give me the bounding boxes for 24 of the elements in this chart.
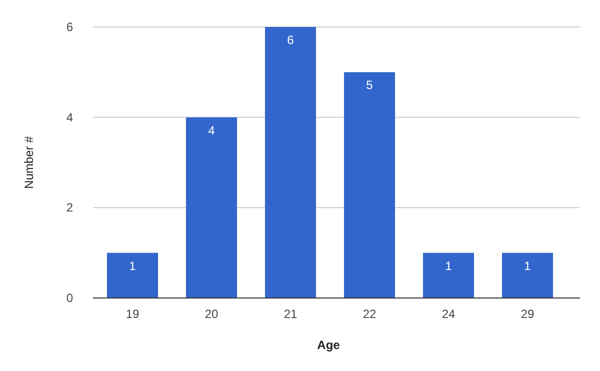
x-tick-label: 21 [284, 307, 298, 321]
y-tick-label: 2 [66, 200, 74, 215]
x-axis-title: Age [317, 338, 340, 352]
y-axis-title: Number # [22, 136, 36, 189]
x-tick-label: 24 [442, 307, 456, 321]
bar [422, 252, 474, 298]
data-label: 1 [129, 258, 136, 273]
bar [186, 117, 238, 298]
y-tick-label: 0 [66, 291, 74, 305]
bar [264, 27, 316, 298]
x-tick-label: 22 [362, 307, 376, 321]
bar [106, 252, 158, 298]
data-label: 5 [366, 78, 374, 92]
x-tick-label: 19 [126, 307, 140, 321]
x-tick-label: 29 [520, 307, 534, 321]
data-label: 4 [208, 123, 216, 138]
bar [502, 252, 554, 298]
data-label: 1 [524, 258, 532, 273]
data-label: 1 [445, 258, 452, 273]
data-label: 6 [287, 33, 294, 47]
y-tick-label: 6 [66, 20, 74, 34]
x-tick-label: 20 [204, 307, 218, 321]
y-tick-label: 4 [66, 110, 74, 124]
bar [344, 72, 396, 298]
